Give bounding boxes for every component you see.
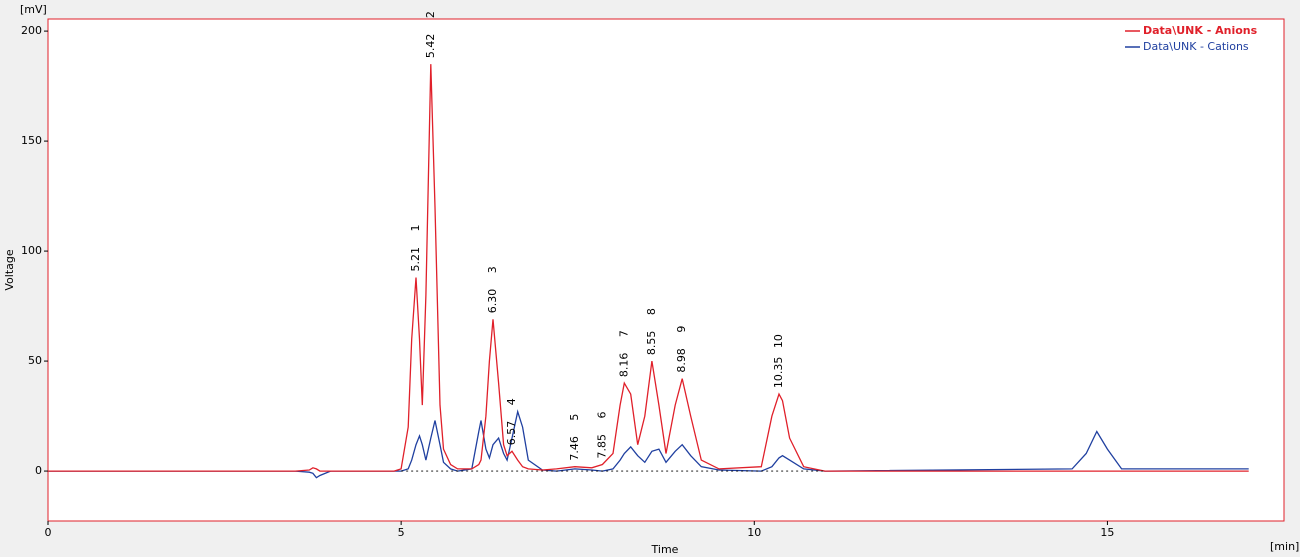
peak-time: 7.85 (595, 434, 608, 459)
x-tick-label: 5 (398, 526, 405, 539)
x-tick-label: 0 (45, 526, 52, 539)
data-line (48, 64, 1249, 472)
y-tick-label: 100 (21, 244, 42, 257)
peak-number: 10 (772, 334, 785, 348)
y-unit: [mV] (20, 3, 47, 16)
peak-number: 8 (645, 308, 658, 315)
y-tick-label: 200 (21, 24, 42, 37)
peak-time: 7.46 (568, 436, 581, 461)
peak-time: 5.21 (409, 247, 422, 272)
peak-time: 8.16 (617, 353, 630, 378)
peak-number: 9 (675, 326, 688, 333)
legend-entry: Data\UNK - Cations (1143, 40, 1249, 53)
data-line (48, 409, 1249, 479)
x-axis-label: Time (651, 543, 679, 556)
x-unit: [min] (1270, 540, 1299, 553)
y-tick-label: 0 (35, 464, 42, 477)
peak-number: 3 (486, 266, 499, 273)
peak-number: 1 (409, 224, 422, 231)
x-tick-label: 10 (747, 526, 761, 539)
peak-number: 7 (617, 330, 630, 337)
legend-entry: Data\UNK - Anions (1143, 24, 1258, 37)
peak-number: 5 (568, 414, 581, 421)
peak-number: 2 (424, 11, 437, 18)
peak-number: 6 (595, 411, 608, 418)
peak-time: 10.35 (772, 357, 785, 389)
y-tick-label: 50 (28, 354, 42, 367)
peak-time: 8.98 (675, 348, 688, 373)
y-axis-label: Voltage (3, 249, 16, 290)
peak-time: 5.42 (424, 34, 437, 59)
peak-time: 8.55 (645, 331, 658, 356)
peak-time: 6.57 (505, 421, 518, 446)
x-tick-label: 15 (1100, 526, 1114, 539)
peak-number: 4 (505, 398, 518, 405)
plot-area (47, 18, 1285, 522)
peak-time: 6.30 (486, 289, 499, 313)
y-tick-label: 150 (21, 134, 42, 147)
